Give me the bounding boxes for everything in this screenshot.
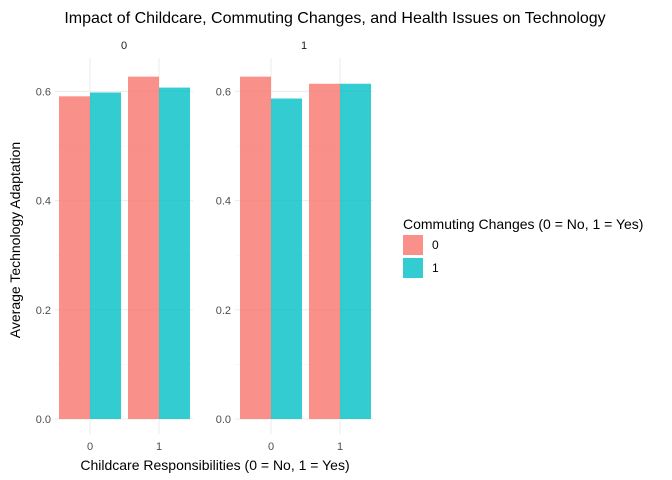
legend-title: Commuting Changes (0 = No, 1 = Yes) bbox=[403, 216, 643, 232]
x-tick-label: 1 bbox=[156, 441, 162, 453]
y-tick-label: 0.0 bbox=[36, 414, 51, 426]
y-tick-label: 0.4 bbox=[216, 196, 231, 208]
bar bbox=[240, 76, 271, 420]
facet-strip-label: 1 bbox=[301, 40, 307, 52]
y-axis-title: Average Technology Adaptation bbox=[7, 142, 23, 338]
facet-panel-0: 0 0 1 0.0 0.2 0.4 0.6 bbox=[36, 40, 193, 453]
bar bbox=[271, 98, 302, 420]
y-tick-label: 0.2 bbox=[216, 305, 231, 317]
y-tick-label: 0.6 bbox=[36, 86, 51, 98]
legend-label-1: 1 bbox=[432, 261, 439, 275]
x-tick-label: 1 bbox=[337, 441, 343, 453]
y-tick-label: 0.6 bbox=[216, 86, 231, 98]
bar bbox=[340, 83, 371, 420]
x-tick-label: 0 bbox=[87, 441, 93, 453]
facet-panels: 0 0 1 0.0 0.2 0.4 0.6 1 0 1 0.0 0.2 0.4 0.6 bbox=[36, 40, 373, 453]
facet-strip-label: 0 bbox=[121, 40, 127, 52]
bar bbox=[128, 76, 159, 420]
y-tick-label: 0.2 bbox=[36, 305, 51, 317]
legend: Commuting Changes (0 = No, 1 = Yes) 0 1 bbox=[403, 216, 643, 278]
legend-label-0: 0 bbox=[432, 238, 439, 252]
bar bbox=[309, 83, 340, 420]
bar bbox=[59, 96, 90, 420]
chart-title: Impact of Childcare, Commuting Changes, … bbox=[64, 10, 605, 27]
y-tick-label: 0.4 bbox=[36, 196, 51, 208]
legend-swatch-1 bbox=[403, 258, 423, 278]
bar bbox=[90, 92, 121, 419]
facet-panel-1: 1 0 1 0.0 0.2 0.4 0.6 bbox=[216, 40, 373, 453]
legend-swatch-0 bbox=[403, 235, 423, 255]
y-tick-label: 0.0 bbox=[216, 414, 231, 426]
x-axis-title: Childcare Responsibilities (0 = No, 1 = … bbox=[80, 457, 349, 473]
bar bbox=[159, 87, 190, 419]
x-tick-label: 0 bbox=[268, 441, 274, 453]
